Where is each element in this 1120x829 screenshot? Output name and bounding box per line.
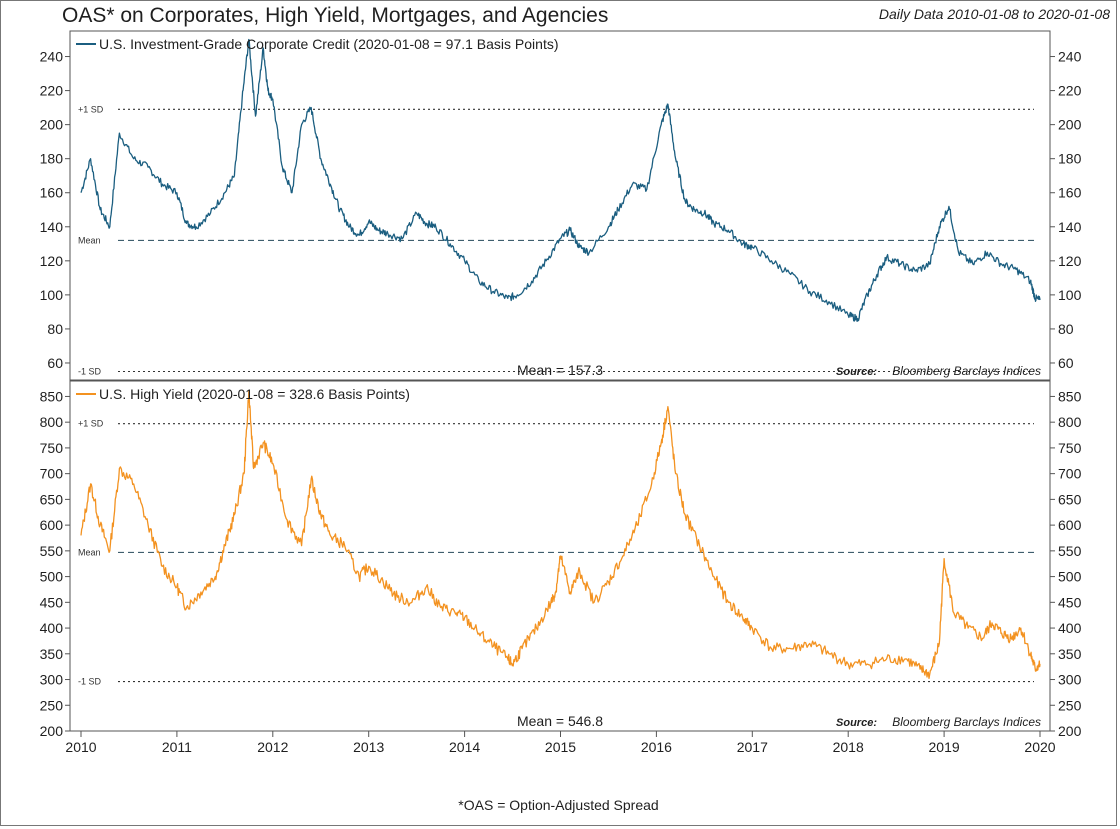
ig-ytick-right-label: 60 [1058,355,1074,371]
hy-ytick-right-label: 600 [1058,517,1082,533]
ig-panel: 60 60 80 80 100 100 120 120 140 140 160 160 180 180 20… [40,30,1082,381]
xtick-label: 2014 [449,739,480,755]
ig-ytick-left-label: 80 [47,321,63,337]
hy-legend-label: U.S. High Yield (2020-01-08 = 328.6 Basi… [99,386,410,402]
ig-ytick-left-label: 140 [40,219,64,235]
xtick-label: 2013 [353,739,384,755]
hy-ref-label: +1 SD [78,419,104,429]
xtick-label: 2015 [545,739,576,755]
xtick-label: 2010 [65,739,96,755]
chart-title: OAS* on Corporates, High Yield, Mortgage… [62,4,609,27]
hy-ytick-right-label: 200 [1058,723,1082,739]
ig-ytick-right-label: 240 [1058,49,1082,65]
hy-mean-label: Mean = 546.8 [517,713,603,729]
xtick-label: 2020 [1024,739,1055,755]
ig-plot-border [69,30,1051,381]
date-range-label: Daily Data 2010-01-08 to 2020-01-08 [878,6,1110,22]
xtick-label: 2016 [641,739,672,755]
ig-ytick-right-label: 200 [1058,117,1082,133]
ig-ytick-left-label: 60 [47,355,63,371]
chart-canvas: 60 60 80 80 100 100 120 120 140 140 160 160 180 180 20… [40,30,1082,755]
ig-series-line [80,38,1041,323]
xtick-label: 2017 [737,739,768,755]
ig-ytick-left-label: 240 [40,49,64,65]
ig-legend-label: U.S. Investment-Grade Corporate Credit (… [99,36,559,52]
hy-ytick-left-label: 700 [40,466,64,482]
hy-ytick-left-label: 300 [40,672,64,688]
hy-ytick-right-label: 350 [1058,646,1082,662]
ig-ytick-right-label: 160 [1058,185,1082,201]
ig-ytick-left-label: 100 [40,287,64,303]
hy-ytick-right-label: 450 [1058,594,1082,610]
hy-ytick-right-label: 850 [1058,388,1082,404]
x-axis: 2010 2011 2012 2013 2014 2015 2016 2017 2018 2019… [65,731,1056,755]
ig-ref-label: +1 SD [78,104,104,114]
hy-ytick-right-label: 250 [1058,697,1082,713]
xtick-label: 2011 [162,739,192,755]
ig-source-label: Source: [836,366,877,378]
hy-ytick-right-label: 400 [1058,620,1082,636]
xtick-label: 2018 [833,739,864,755]
hy-source-value: Bloomberg Barclays Indices [892,715,1041,729]
hy-ytick-left-label: 200 [40,723,64,739]
hy-source-label: Source: [836,717,877,729]
ig-ytick-left-label: 160 [40,185,64,201]
hy-ytick-right-label: 800 [1058,414,1082,430]
ig-ytick-right-label: 100 [1058,287,1082,303]
ig-ref-label: -1 SD [78,366,102,376]
hy-ref-label: Mean [78,547,101,557]
footnote: *OAS = Option-Adjusted Spread [458,797,659,813]
hy-ytick-right-label: 300 [1058,672,1082,688]
hy-ytick-left-label: 550 [40,543,64,559]
ig-ytick-right-label: 180 [1058,151,1082,167]
hy-ytick-right-label: 550 [1058,543,1082,559]
hy-ytick-left-label: 400 [40,620,64,636]
ig-mean-label: Mean = 157.3 [517,362,603,378]
hy-panel: 200 200 250 250 300 300 350 350 400 400 450 450 500 5… [40,380,1082,739]
hy-ytick-right-label: 750 [1058,440,1082,456]
ig-ytick-right-label: 80 [1058,321,1074,337]
xtick-label: 2012 [257,739,288,755]
hy-ytick-left-label: 650 [40,491,64,507]
hy-ytick-right-label: 650 [1058,491,1082,507]
ig-ytick-left-label: 200 [40,117,64,133]
hy-ytick-left-label: 850 [40,388,64,404]
hy-ytick-left-label: 500 [40,569,64,585]
ig-ref-label: Mean [78,235,101,245]
hy-ytick-left-label: 350 [40,646,64,662]
hy-ytick-right-label: 500 [1058,569,1082,585]
ig-source-value: Bloomberg Barclays Indices [892,364,1041,378]
hy-series-line [80,390,1041,680]
hy-ref-label: -1 SD [78,677,102,687]
ig-ytick-right-label: 140 [1058,219,1082,235]
ig-ytick-left-label: 180 [40,151,64,167]
hy-ytick-left-label: 750 [40,440,64,456]
hy-ytick-left-label: 250 [40,697,64,713]
ig-ytick-right-label: 120 [1058,253,1082,269]
hy-ytick-left-label: 600 [40,517,64,533]
hy-ytick-right-label: 700 [1058,466,1082,482]
ig-ytick-left-label: 120 [40,253,64,269]
hy-ytick-left-label: 450 [40,594,64,610]
ig-ytick-right-label: 220 [1058,83,1082,99]
xtick-label: 2019 [929,739,960,755]
hy-ytick-left-label: 800 [40,414,64,430]
ig-ytick-left-label: 220 [40,83,64,99]
